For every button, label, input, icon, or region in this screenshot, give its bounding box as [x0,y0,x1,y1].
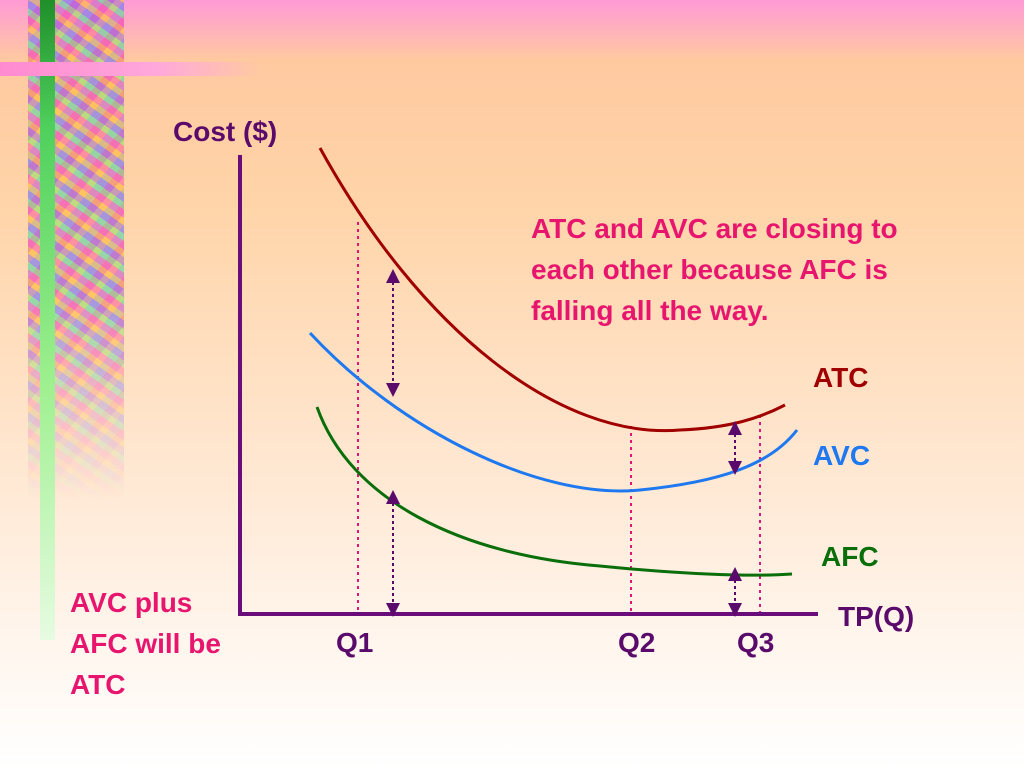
atc-curve-label: ATC [813,362,868,393]
green-accent-bar [40,0,55,640]
atc-curve [318,147,786,433]
tick-label-q3: Q3 [737,627,774,658]
note-line-1: AVC plus [70,587,192,618]
afc-curve-label: AFC [821,541,879,572]
annotation-line-3: falling all the way. [531,295,769,326]
x-axis-label: TP(Q) [838,601,914,632]
pink-accent-bar [0,62,260,76]
avc-curve-label: AVC [813,440,870,471]
annotation-line-1: ATC and AVC are closing to [531,213,898,244]
note-line-3: ATC [70,669,125,700]
tick-label-q2: Q2 [618,627,655,658]
y-axis-label: Cost ($) [173,116,277,147]
annotation-line-2: each other because AFC is [531,254,888,285]
afc-curve [315,406,793,577]
tick-label-q1: Q1 [336,627,373,658]
avc-curve [308,331,799,493]
note-line-2: AFC will be [70,628,221,659]
